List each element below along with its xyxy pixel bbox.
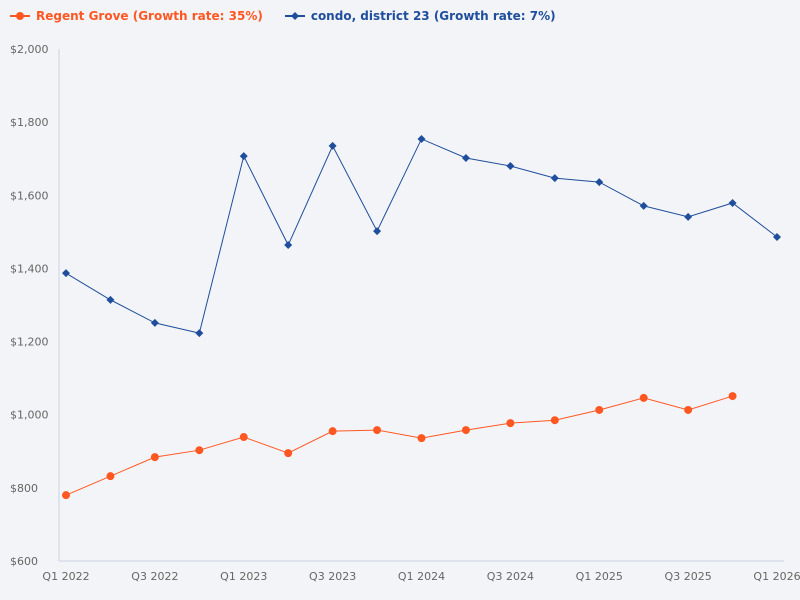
- data-point: [461, 426, 470, 435]
- data-point: [328, 427, 337, 436]
- y-tick-label: $1,600: [10, 189, 49, 202]
- series-line-1: [65, 138, 778, 334]
- y-tick-label: $800: [10, 482, 38, 495]
- data-point: [639, 201, 648, 210]
- x-tick-label: Q1 2024: [398, 570, 445, 583]
- x-tick-label: Q3 2023: [309, 570, 356, 583]
- legend-label: condo, district 23 (Growth rate: 7%): [310, 9, 556, 23]
- data-point: [373, 426, 382, 435]
- y-tick-label: $1,200: [10, 336, 49, 349]
- data-point: [284, 241, 293, 250]
- series-line-0: [65, 395, 733, 496]
- data-point: [550, 416, 559, 425]
- data-point: [150, 453, 159, 462]
- data-point: [773, 232, 781, 241]
- data-point: [106, 295, 115, 304]
- x-tick-label: Q3 2024: [487, 570, 534, 583]
- x-tick-label: Q3 2025: [665, 570, 712, 583]
- legend-item-regent-grove[interactable]: Regent Grove (Growth rate: 35%): [10, 9, 263, 23]
- x-tick-label: Q1 2023: [220, 570, 267, 583]
- legend-label: Regent Grove (Growth rate: 35%): [36, 9, 263, 23]
- data-point: [239, 152, 248, 161]
- data-point: [62, 269, 70, 278]
- data-point: [595, 405, 604, 414]
- data-point: [550, 174, 559, 183]
- circle-marker-icon: [10, 12, 30, 20]
- data-point: [150, 318, 159, 327]
- data-point: [506, 419, 515, 428]
- y-tick-label: $2,000: [10, 43, 49, 56]
- data-point: [639, 393, 648, 402]
- x-tick-label: Q1 2025: [576, 570, 623, 583]
- data-point: [417, 434, 426, 443]
- data-point: [373, 227, 382, 236]
- x-tick-label: Q3 2022: [131, 570, 178, 583]
- x-tick-label: Q1 2022: [42, 570, 89, 583]
- y-tick-label: $1,800: [10, 116, 49, 129]
- y-tick-label: $1,400: [10, 262, 49, 275]
- diamond-marker-icon: [284, 12, 305, 20]
- x-tick-label: Q1 2026: [753, 570, 800, 583]
- data-point: [195, 329, 204, 338]
- y-tick-label: $1,000: [10, 409, 49, 422]
- data-point: [239, 433, 248, 442]
- data-point: [284, 449, 293, 458]
- legend: Regent Grove (Growth rate: 35%) condo, d…: [10, 9, 556, 23]
- legend-item-condo-district-23[interactable]: condo, district 23 (Growth rate: 7%): [284, 9, 556, 23]
- data-point: [62, 491, 70, 500]
- data-point: [461, 153, 470, 162]
- data-point: [684, 212, 693, 221]
- y-tick-label: $600: [10, 555, 38, 568]
- data-point: [506, 162, 515, 171]
- data-point: [728, 198, 737, 207]
- data-point: [106, 472, 115, 481]
- data-point: [417, 134, 426, 143]
- data-point: [595, 178, 604, 187]
- data-point: [195, 446, 204, 455]
- data-point: [684, 405, 693, 414]
- data-point: [328, 141, 337, 150]
- data-point: [728, 392, 737, 401]
